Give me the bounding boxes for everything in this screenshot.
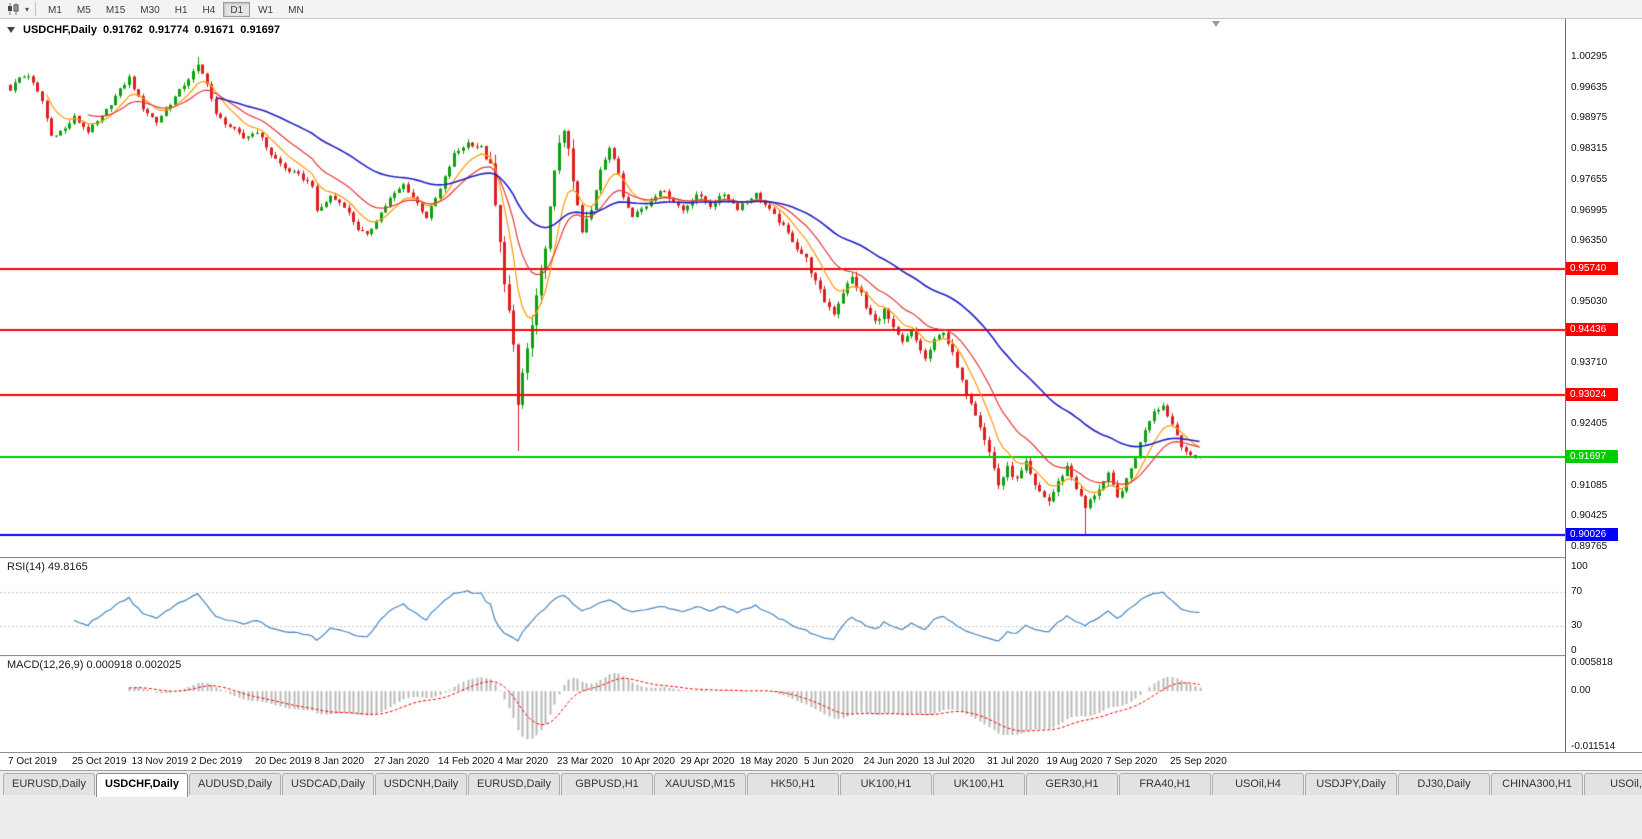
macd-axis-label: 0.00 [1571,685,1591,697]
price-axis-label: 0.92405 [1571,418,1608,430]
price-axis-label: 0.95030 [1571,296,1608,308]
price-axis-label: 0.96995 [1571,204,1608,216]
chart-shift-marker[interactable] [1212,21,1220,27]
date-axis-label: 7 Oct 2019 [8,756,57,767]
timeframe-h4-button[interactable]: H4 [202,4,216,16]
chart-tab-usdchf-daily[interactable]: USDCHF,Daily [96,773,188,797]
date-axis-label: 29 Apr 2020 [680,756,735,767]
date-axis-label: 19 Aug 2020 [1046,756,1103,767]
main-chart-canvas[interactable] [0,19,1565,557]
timeframe-w1-button[interactable]: W1 [258,4,274,16]
date-axis-label: 20 Dec 2019 [255,756,312,767]
date-axis-label: 2 Dec 2019 [191,756,243,767]
chart-tab-china300-h1[interactable]: CHINA300,H1 [1491,773,1583,795]
price-axis-label: 0.96350 [1571,234,1608,246]
chart-tab-fra40-h1[interactable]: FRA40,H1 [1119,773,1211,795]
candlestick-chart-icon [7,3,18,15]
date-axis-label: 8 Jan 2020 [314,756,365,767]
date-axis-label: 24 Jun 2020 [863,756,919,767]
date-axis-label: 13 Jul 2020 [923,756,975,767]
timeframe-mn-button[interactable]: MN [288,4,304,16]
macd-axis-label: 0.005818 [1571,657,1613,668]
date-axis-label: 25 Oct 2019 [72,756,127,767]
timeframe-m1-button[interactable]: M1 [48,4,62,16]
chart-tab-bar: EURUSD,Daily USDCHF,Daily AUDUSD,Daily USDC… [0,770,1642,839]
price-level-badge: 0.95740 [1566,261,1618,275]
price-level-badge: 0.90026 [1566,527,1618,541]
price-axis-label: 0.93710 [1571,357,1608,369]
date-axis-label: 4 Mar 2020 [497,756,549,767]
date-axis-label: 18 May 2020 [740,756,798,767]
chart-context-icon[interactable] [7,27,15,33]
chart-tab-usoil-h4[interactable]: USOil,H4 [1212,773,1304,795]
chart-tab-ger30-h1[interactable]: GER30,H1 [1026,773,1118,795]
date-axis-label: 27 Jan 2020 [374,756,430,767]
price-axis[interactable]: 1.00295 0.99635 0.98975 0.98315 0.97655 0.969… [1565,19,1642,752]
date-axis-label: 14 Feb 2020 [438,756,495,767]
timeframe-d1-button[interactable]: D1 [223,1,251,17]
chart-tab-uk100-h1[interactable]: UK100,H1 [933,773,1025,795]
date-axis-label: 25 Sep 2020 [1170,756,1227,767]
date-axis-label: 13 Nov 2019 [131,756,189,767]
price-level-badge: 0.94436 [1566,322,1618,336]
price-axis-label: 1.00295 [1571,51,1608,63]
chart-type-button[interactable] [4,1,22,17]
date-axis-label: 10 Apr 2020 [621,756,675,767]
price-axis-label: 0.90425 [1571,510,1608,522]
chart-title: USDCHF,Daily 0.91762 0.91774 0.91671 0.9… [7,24,280,36]
chart-tab-usdcad-daily[interactable]: USDCAD,Daily [282,773,374,795]
panel-splitter[interactable] [0,557,1642,559]
timeframe-m30-button[interactable]: M30 [140,4,160,16]
timeframe-toolbar: ▾ M1 M5 M15 M30 H1 H4 D1 W1 MN [0,0,1642,19]
chevron-down-icon[interactable]: ▾ [24,4,29,14]
timeframe-m15-button[interactable]: M15 [105,4,126,16]
timeframe-m5-button[interactable]: M5 [76,4,91,16]
macd-header: MACD(12,26,9) 0.000918 0.002025 [7,659,182,671]
date-axis-label: 7 Sep 2020 [1106,756,1158,767]
price-level-badge: 0.91697 [1566,450,1618,464]
rsi-axis-label: 0 [1571,645,1577,656]
rsi-axis-label: 70 [1571,586,1583,598]
chart-tab-eurusd-daily[interactable]: EURUSD,Daily [3,773,95,795]
date-axis-label: 31 Jul 2020 [987,756,1039,767]
price-axis-label: 0.98315 [1571,143,1608,155]
price-level-badge: 0.93024 [1566,388,1618,402]
chart-low: 0.91671 [194,24,235,36]
date-axis-label: 23 Mar 2020 [557,756,614,767]
price-axis-label: 0.89765 [1571,541,1608,553]
chart-tab-xauusd-m15[interactable]: XAUUSD,M15 [654,773,746,795]
date-axis-label: 5 Jun 2020 [804,756,854,767]
chart-tab-gbpusd-h1[interactable]: GBPUSD,H1 [561,773,653,795]
chart-symbol: USDCHF,Daily [23,24,97,36]
chart-tab-eurusd-daily[interactable]: EURUSD,Daily [468,773,560,795]
chart-close: 0.91697 [240,24,281,36]
chart-tab-usdjpy-daily[interactable]: USDJPY,Daily [1305,773,1397,795]
macd-axis-label: -0.011514 [1571,741,1616,752]
rsi-indicator-canvas[interactable] [0,559,1565,655]
price-axis-label: 0.91085 [1571,479,1608,491]
chart-tab-usdcnh-daily[interactable]: USDCNH,Daily [375,773,467,795]
chart-open: 0.91762 [102,24,143,36]
chart-tab-uk100-h1[interactable]: UK100,H1 [840,773,932,795]
chart-tab-hk50-h1[interactable]: HK50,H1 [747,773,839,795]
rsi-header: RSI(14) 49.8165 [7,561,88,573]
toolbar-separator [35,2,36,16]
timeframe-h1-button[interactable]: H1 [174,4,188,16]
axis-divider [0,752,1642,753]
chart-high: 0.91774 [148,24,189,36]
macd-indicator-canvas[interactable] [0,657,1565,752]
rsi-axis-label: 30 [1571,619,1583,631]
date-axis[interactable]: 7 Oct 2019 25 Oct 2019 13 Nov 2019 2 Dec 20… [0,753,1565,770]
chart-tab-audusd-daily[interactable]: AUDUSD,Daily [189,773,281,795]
price-axis-label: 0.99635 [1571,81,1608,93]
chart-tab-dj30-daily[interactable]: DJ30,Daily [1398,773,1490,795]
rsi-axis-label: 100 [1571,561,1588,572]
price-axis-label: 0.98975 [1571,112,1608,124]
price-axis-label: 0.97655 [1571,173,1608,185]
panel-splitter[interactable] [0,655,1642,657]
chart-tab-usoil-h[interactable]: USOil,H [1584,773,1642,795]
